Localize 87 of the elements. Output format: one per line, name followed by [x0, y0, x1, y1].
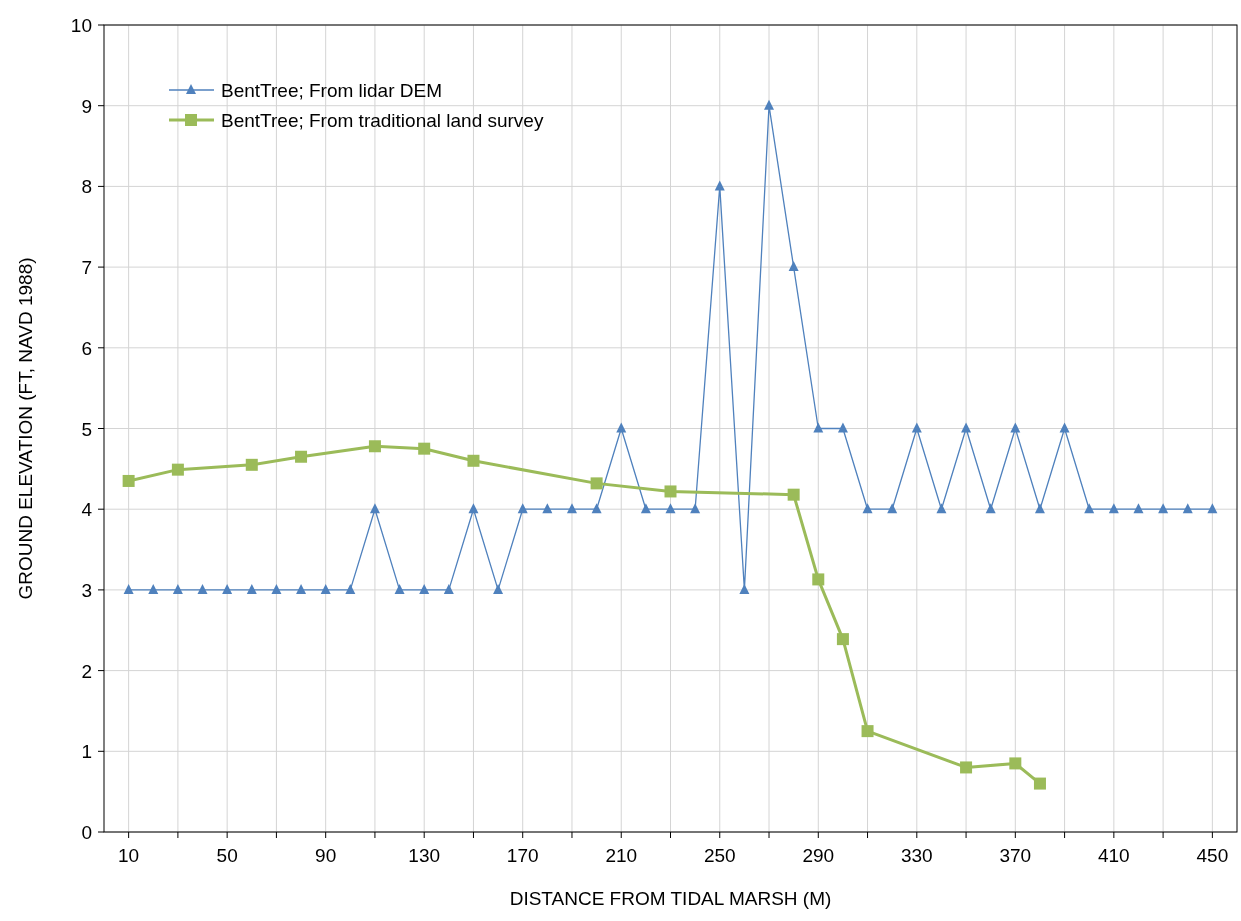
- point: [517, 503, 528, 514]
- x-tick-label: 250: [703, 845, 736, 866]
- point: [542, 503, 553, 514]
- point: [616, 422, 627, 433]
- point: [640, 503, 651, 514]
- point: [295, 450, 308, 463]
- x-tick-label: 50: [216, 845, 238, 866]
- y-tick-label: 9: [81, 95, 92, 117]
- y-tick-label: 2: [81, 660, 92, 682]
- point: [665, 503, 676, 514]
- y-axis-title: GROUND ELEVATION (FT, NAVD 1988): [15, 257, 36, 600]
- point: [1033, 777, 1046, 790]
- point: [861, 725, 874, 738]
- point: [171, 463, 184, 476]
- y-tick-label: 5: [81, 418, 92, 440]
- point: [467, 454, 480, 467]
- point: [887, 503, 898, 514]
- point: [1133, 503, 1144, 514]
- point: [246, 583, 257, 594]
- legend-label: BentTree; From lidar DEM: [221, 80, 443, 101]
- point: [1182, 503, 1193, 514]
- point: [493, 583, 504, 594]
- point: [368, 440, 381, 453]
- x-tick-label: 10: [118, 845, 140, 866]
- point: [1059, 422, 1070, 433]
- y-tick-label: 8: [81, 176, 92, 198]
- point: [1010, 422, 1021, 433]
- point: [714, 180, 725, 191]
- point: [787, 488, 800, 501]
- point: [960, 761, 973, 774]
- x-tick-label: 90: [315, 845, 337, 866]
- point: [590, 477, 603, 490]
- point: [122, 474, 135, 487]
- point: [245, 458, 258, 471]
- point: [443, 583, 454, 594]
- point: [836, 633, 849, 646]
- point: [1084, 503, 1095, 514]
- x-tick-label: 410: [1098, 845, 1130, 866]
- y-tick-label: 4: [81, 499, 93, 521]
- point: [468, 503, 479, 514]
- point: [320, 583, 331, 594]
- x-tick-label: 370: [999, 845, 1032, 866]
- point: [788, 261, 799, 272]
- point: [172, 583, 183, 594]
- point: [862, 503, 873, 514]
- y-tick-label: 1: [81, 741, 92, 763]
- y-tick-label: 7: [81, 257, 92, 279]
- point: [1009, 757, 1022, 770]
- point: [566, 503, 577, 514]
- x-tick-label: 450: [1196, 845, 1229, 866]
- point: [1158, 503, 1169, 514]
- point: [961, 422, 972, 433]
- point: [345, 583, 356, 594]
- point: [911, 422, 922, 433]
- point: [271, 583, 282, 594]
- point: [813, 422, 824, 433]
- y-tick-label: 6: [81, 337, 92, 359]
- x-tick-label: 130: [408, 845, 441, 866]
- point: [148, 583, 159, 594]
- point: [394, 583, 405, 594]
- point: [418, 442, 431, 455]
- point: [419, 583, 430, 594]
- point: [936, 503, 947, 514]
- x-tick-label: 330: [900, 845, 933, 866]
- x-tick-label: 290: [802, 845, 835, 866]
- y-tick-label: 3: [81, 579, 92, 601]
- point: [222, 583, 233, 594]
- point: [1207, 503, 1218, 514]
- point: [369, 503, 380, 514]
- point: [296, 583, 307, 594]
- point: [591, 503, 602, 514]
- point: [664, 485, 677, 498]
- point: [1108, 503, 1119, 514]
- point: [123, 583, 134, 594]
- x-axis-title: DISTANCE FROM TIDAL MARSH (M): [509, 888, 832, 909]
- point: [1034, 503, 1045, 514]
- point: [197, 583, 208, 594]
- point: [690, 503, 701, 514]
- point: [764, 99, 775, 110]
- x-tick-label: 170: [506, 845, 539, 866]
- point: [985, 503, 996, 514]
- point: [812, 573, 825, 586]
- x-tick-label: 210: [605, 845, 638, 866]
- point: [837, 422, 848, 433]
- y-tick-label: 0: [81, 822, 92, 843]
- y-tick-label: 10: [70, 15, 92, 36]
- legend-label: BentTree; From traditional land survey: [221, 110, 544, 131]
